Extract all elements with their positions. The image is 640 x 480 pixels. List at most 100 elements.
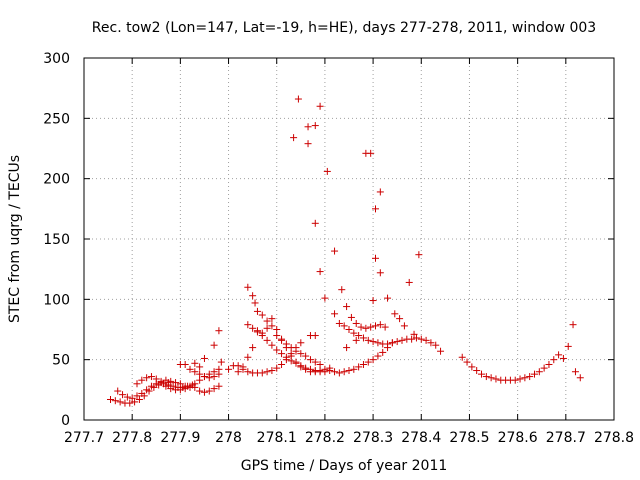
data-point — [338, 286, 346, 294]
data-point — [492, 375, 500, 383]
data-point — [210, 341, 218, 349]
data-point — [302, 364, 310, 372]
data-point — [576, 374, 584, 382]
data-point — [376, 269, 384, 277]
data-point — [273, 346, 281, 354]
data-point — [263, 368, 271, 376]
data-point — [345, 367, 353, 375]
data-point — [381, 323, 389, 331]
data-point — [398, 336, 406, 344]
data-point — [215, 370, 223, 378]
data-point — [405, 278, 413, 286]
data-point — [282, 353, 290, 361]
data-point — [297, 362, 305, 370]
data-point — [292, 347, 300, 355]
data-point — [294, 95, 302, 103]
data-point — [169, 382, 177, 390]
x-tick-label: 278.1 — [257, 430, 297, 446]
data-point — [253, 307, 261, 315]
data-point — [297, 350, 305, 358]
x-tick-label: 278.4 — [401, 430, 441, 446]
data-point — [251, 299, 259, 307]
data-point — [323, 167, 331, 175]
x-tick-labels: 277.7 277.8 277.9 278 278.1 278.2 278.3 278.4 27… — [64, 430, 634, 446]
data-point — [422, 336, 430, 344]
data-point — [376, 188, 384, 196]
data-point — [162, 376, 170, 384]
data-point — [521, 374, 529, 382]
data-point — [133, 392, 141, 400]
data-point — [311, 358, 319, 366]
x-tick-label: 278.6 — [498, 430, 538, 446]
data-point — [355, 332, 363, 340]
data-point — [331, 368, 339, 376]
data-point — [331, 310, 339, 318]
data-point — [138, 389, 146, 397]
data-point — [268, 367, 276, 375]
data-point — [297, 339, 305, 347]
data-point — [282, 340, 290, 348]
plot-frame — [83, 57, 615, 421]
data-point — [107, 395, 114, 403]
data-point — [278, 360, 286, 368]
data-point — [263, 324, 271, 332]
x-tick-label: 277.8 — [112, 430, 152, 446]
data-point — [437, 347, 445, 355]
data-point — [225, 365, 233, 373]
data-point — [379, 348, 387, 356]
data-point — [564, 342, 572, 350]
data-point — [311, 122, 319, 130]
data-point — [571, 368, 579, 376]
data-point — [408, 335, 416, 343]
data-point — [114, 387, 122, 395]
data-point — [400, 322, 408, 330]
data-point — [191, 368, 199, 376]
data-point — [335, 369, 343, 377]
data-point — [200, 373, 208, 381]
data-point — [516, 375, 524, 383]
data-point — [372, 205, 379, 213]
data-point — [184, 382, 192, 390]
data-point — [273, 326, 281, 333]
data-points — [107, 95, 584, 407]
data-point — [234, 368, 242, 376]
data-point — [432, 341, 440, 349]
data-point — [143, 386, 151, 394]
data-point — [278, 336, 286, 344]
y-tick-label: 0 — [61, 413, 70, 429]
data-point — [340, 322, 348, 330]
y-tick-label: 200 — [43, 172, 70, 188]
data-point — [531, 370, 538, 378]
data-point — [196, 376, 204, 384]
data-point — [350, 329, 358, 337]
data-point — [263, 336, 271, 344]
x-tick-label: 278.8 — [594, 430, 634, 446]
data-point — [316, 102, 324, 110]
data-point — [478, 370, 485, 378]
data-point — [487, 374, 495, 382]
data-point — [374, 339, 382, 347]
y-tick-label: 100 — [43, 292, 70, 308]
data-point — [384, 294, 392, 302]
data-point — [355, 363, 363, 371]
data-point — [249, 344, 257, 352]
data-point — [369, 297, 377, 305]
data-point — [215, 382, 223, 390]
data-point — [545, 360, 553, 368]
data-point — [335, 319, 343, 327]
x-tick-label: 278.2 — [305, 430, 345, 446]
data-point — [253, 327, 261, 335]
data-point — [138, 376, 146, 384]
data-point — [258, 311, 266, 319]
data-point — [116, 398, 124, 406]
data-point — [304, 140, 312, 148]
data-point — [290, 134, 298, 142]
data-point — [316, 268, 324, 276]
data-point — [278, 350, 286, 358]
data-point — [306, 365, 314, 373]
data-point — [210, 385, 218, 393]
data-point — [511, 376, 519, 384]
data-point — [205, 374, 213, 382]
data-point — [217, 358, 225, 366]
data-point — [350, 365, 358, 373]
